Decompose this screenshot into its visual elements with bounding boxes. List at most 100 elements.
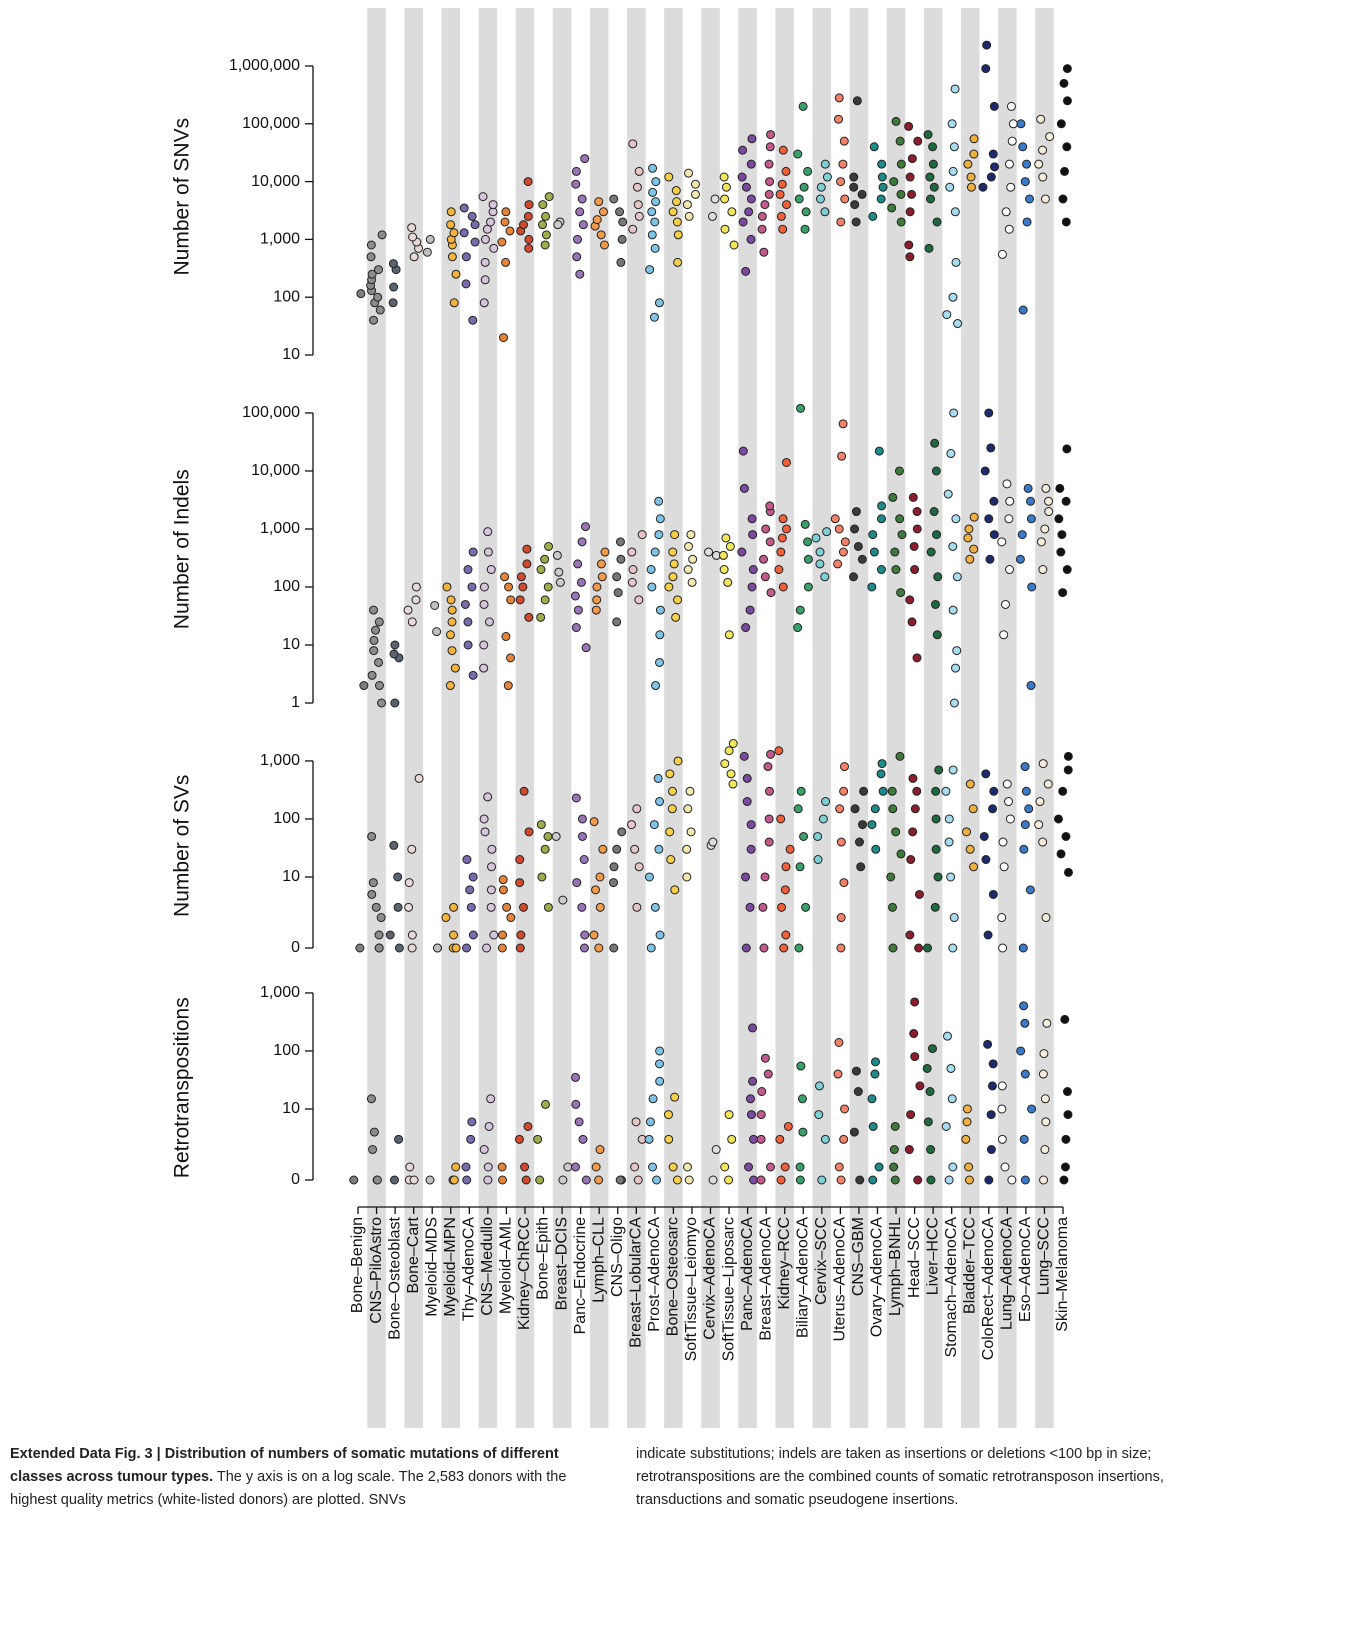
point (686, 530, 696, 540)
band (589, 8, 609, 1428)
point (1060, 1014, 1070, 1024)
point (836, 913, 846, 923)
point (654, 844, 664, 854)
point (553, 220, 563, 230)
point (609, 943, 619, 953)
point (514, 1134, 524, 1144)
point (889, 177, 899, 187)
point (1038, 837, 1048, 847)
point (1041, 483, 1051, 493)
point (446, 595, 456, 605)
point (688, 554, 698, 564)
point (896, 159, 906, 169)
point (672, 1175, 682, 1185)
point (820, 159, 830, 169)
point (871, 844, 881, 854)
point (683, 565, 693, 575)
point (820, 1134, 830, 1144)
point (574, 1117, 584, 1127)
point (1001, 207, 1011, 217)
point (482, 943, 492, 953)
point (1026, 514, 1036, 524)
point (813, 855, 823, 865)
point (741, 872, 751, 882)
point (793, 149, 803, 159)
point (644, 1134, 654, 1144)
point (923, 943, 933, 953)
point (758, 902, 768, 912)
point (671, 186, 681, 196)
point (749, 1134, 759, 1144)
y-axis-label: Number of SVs (171, 775, 194, 917)
point (836, 943, 846, 953)
x-tick-label: Myeloid–MPN (442, 1217, 459, 1317)
point (483, 547, 493, 557)
point (815, 559, 825, 569)
point (738, 446, 748, 456)
point (800, 224, 810, 234)
point (591, 1162, 601, 1172)
caption-right: indicate substitutions; indels are taken… (636, 1446, 1164, 1508)
point (869, 142, 879, 152)
x-tick-label: Cervix–SCC (813, 1217, 830, 1305)
point (554, 567, 564, 577)
point (776, 211, 786, 221)
point (775, 189, 785, 199)
point (670, 530, 680, 540)
x-tick-label: Lymph–BNHL (887, 1217, 904, 1316)
point (572, 878, 582, 888)
point (637, 530, 647, 540)
point (930, 902, 940, 912)
point (877, 172, 887, 182)
point (895, 751, 905, 761)
point (497, 1175, 507, 1185)
point (930, 599, 940, 609)
point (953, 319, 963, 329)
point (979, 831, 989, 841)
y-tick-label: 100 (273, 578, 300, 595)
point (741, 266, 751, 276)
point (1053, 814, 1063, 824)
point (878, 786, 888, 796)
point (984, 514, 994, 524)
point (445, 630, 455, 640)
point (524, 234, 534, 244)
point (543, 902, 553, 912)
point (570, 1072, 580, 1082)
point (839, 1134, 849, 1144)
point (451, 269, 461, 279)
point (910, 804, 920, 814)
point (652, 1175, 662, 1185)
point (1018, 305, 1028, 315)
point (393, 902, 403, 912)
point (766, 588, 776, 598)
point (803, 582, 813, 592)
point (515, 878, 525, 888)
point (905, 172, 915, 182)
point (367, 889, 377, 899)
point (648, 163, 658, 173)
point (984, 1175, 994, 1185)
point (1007, 1175, 1017, 1185)
point (591, 885, 601, 895)
point (944, 1175, 954, 1185)
point (746, 820, 756, 830)
point (646, 565, 656, 575)
point (372, 1175, 382, 1185)
point (405, 1162, 415, 1172)
point (498, 930, 508, 940)
point (757, 211, 767, 221)
point (627, 820, 637, 830)
point (981, 64, 991, 74)
point (913, 136, 923, 146)
point (952, 572, 962, 582)
point (537, 872, 547, 882)
point (870, 1069, 880, 1079)
point (763, 1069, 773, 1079)
x-tick-label: Ovary–AdenoCA (869, 1217, 886, 1337)
point (910, 997, 920, 1007)
point (924, 243, 934, 253)
point (926, 1175, 936, 1185)
point (727, 1134, 737, 1144)
point (665, 827, 675, 837)
